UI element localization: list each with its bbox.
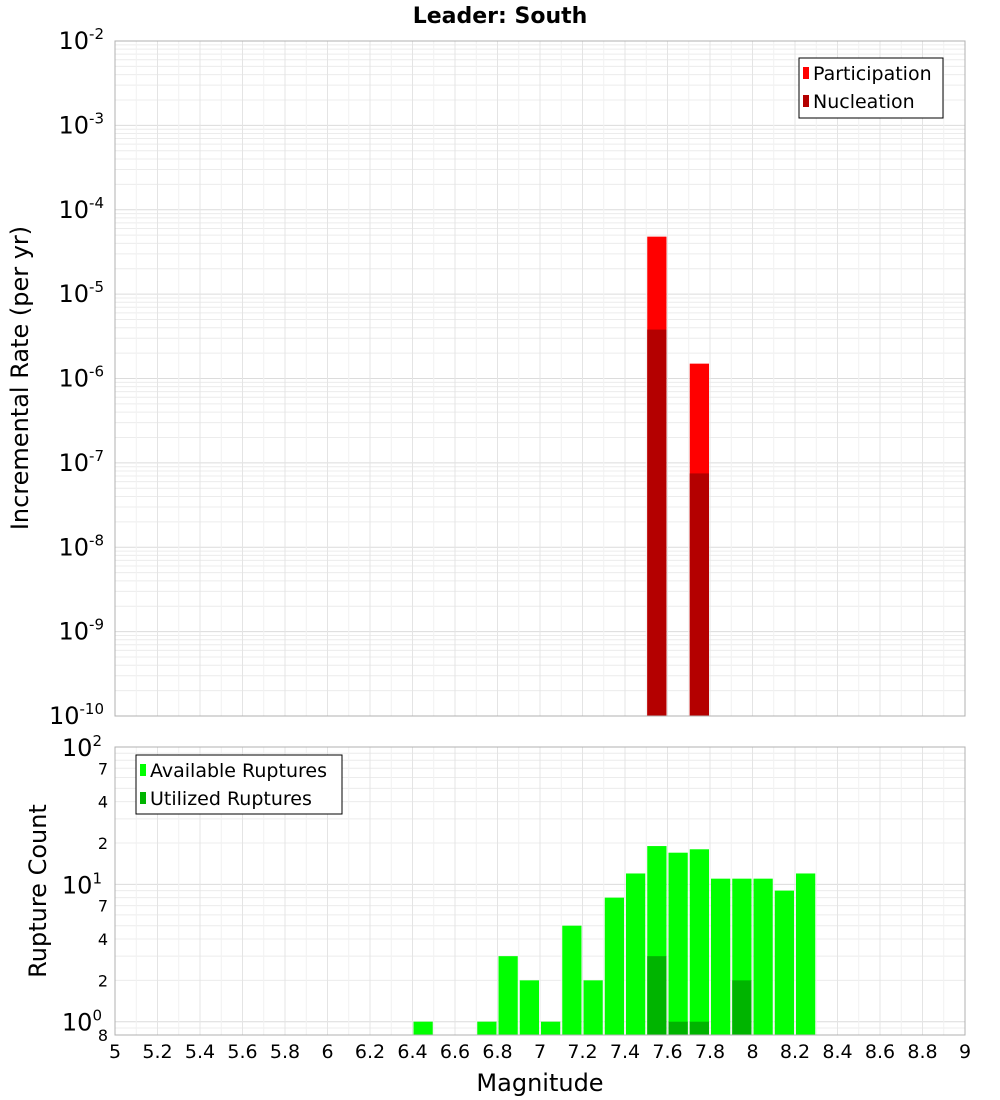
count-y-major-label: 100	[62, 1007, 102, 1037]
magnitude-x-axis-label: Magnitude	[476, 1069, 603, 1097]
magnitude-x-tick-label: 9	[959, 1041, 971, 1063]
magnitude-x-tick-label: 8.4	[822, 1041, 852, 1063]
available-ruptures-bar	[689, 849, 709, 1035]
chart-title: Leader: South	[413, 4, 588, 29]
magnitude-x-tick-label: 8.8	[907, 1041, 937, 1063]
rate-y-tick-label: 10-6	[58, 363, 104, 393]
count-y-minor-label: 2	[98, 971, 108, 990]
rate-legend: Participation Nucleation	[798, 57, 944, 119]
magnitude-x-tick-label: 7.8	[695, 1041, 725, 1063]
available-ruptures-bar	[583, 980, 603, 1035]
magnitude-x-tick-label: 7	[534, 1041, 546, 1063]
available-ruptures-bar	[796, 873, 816, 1035]
magnitude-x-tick-label: 5.6	[227, 1041, 257, 1063]
rate-y-axis-label: Incremental Rate (per yr)	[6, 226, 34, 530]
count-legend: Available Ruptures Utilized Ruptures	[135, 754, 343, 815]
magnitude-x-tick-label: 7.6	[652, 1041, 682, 1063]
nucleation-legend-swatch	[803, 95, 809, 107]
magnitude-x-tick-label: 5.8	[270, 1041, 300, 1063]
count-y-minor-label: 7	[98, 897, 108, 916]
participation-legend-swatch	[803, 67, 809, 79]
rate-y-tick-label: 10-7	[58, 447, 104, 477]
participation-legend-label: Participation	[813, 63, 932, 85]
magnitude-x-tick-label: 8.6	[865, 1041, 895, 1063]
count-bars	[413, 846, 816, 1035]
count-panel: 100 101 102 8 2 4 7 2 4 7 5 5.2 5.4 5.6 5.8 6 6.2 6.4 6.6…	[24, 732, 971, 1097]
available-ruptures-bar	[519, 980, 539, 1035]
available-ruptures-bar	[753, 878, 773, 1035]
magnitude-x-ticks: 5 5.2 5.4 5.6 5.8 6 6.2 6.4 6.6 6.8 7 7.2 7.4 7.6 7.8 8…	[109, 1041, 971, 1063]
magnitude-x-tick-label: 5.2	[142, 1041, 172, 1063]
count-y-minor-label: 4	[98, 793, 108, 812]
rate-y-tick-label: 10-4	[58, 194, 104, 224]
count-y-major-label: 102	[62, 732, 102, 762]
count-y-major-label: 101	[62, 869, 102, 899]
magnitude-x-tick-label: 8.2	[780, 1041, 810, 1063]
available-ruptures-bar	[774, 890, 794, 1035]
available-legend-label: Available Ruptures	[150, 760, 327, 782]
magnitude-x-tick-label: 8	[746, 1041, 758, 1063]
rate-y-tick-label: 10-8	[58, 531, 104, 561]
available-ruptures-bar	[413, 1021, 433, 1035]
nucleation-bar	[647, 329, 667, 716]
magnitude-x-tick-label: 6.2	[355, 1041, 385, 1063]
available-ruptures-bar	[498, 956, 518, 1035]
available-ruptures-bar	[604, 897, 624, 1035]
rate-y-tick-label: 10-5	[58, 278, 104, 308]
rate-legend-box	[798, 57, 944, 119]
count-y-minor-label: 2	[98, 834, 108, 853]
magnitude-x-tick-label: 5	[109, 1041, 121, 1063]
count-y-minor-label: 7	[98, 759, 108, 778]
available-legend-swatch	[140, 764, 146, 776]
magnitude-x-tick-label: 6.8	[482, 1041, 512, 1063]
magnitude-x-tick-label: 5.4	[185, 1041, 215, 1063]
available-ruptures-bar	[477, 1021, 497, 1035]
rate-y-tick-label: 10-9	[58, 616, 104, 646]
count-plot-frame	[114, 746, 966, 1036]
magnitude-x-tick-label: 6	[321, 1041, 333, 1063]
rate-y-tick-label: 10-10	[49, 700, 104, 730]
rate-y-tick-label: 10-3	[58, 109, 104, 139]
available-ruptures-bar	[562, 925, 582, 1035]
available-ruptures-bar	[541, 1021, 561, 1035]
rate-y-tick-label: 10-2	[58, 25, 104, 55]
rate-bars	[647, 236, 709, 716]
utilized-legend-label: Utilized Ruptures	[150, 788, 312, 810]
available-ruptures-bar	[668, 852, 688, 1035]
rate-plot-frame	[114, 40, 966, 717]
rate-grid	[114, 41, 966, 717]
utilized-ruptures-bar	[668, 1021, 688, 1035]
count-y-minor-label: 8	[98, 1026, 108, 1045]
available-ruptures-bar	[626, 873, 646, 1035]
count-y-minor-label: 4	[98, 930, 108, 949]
nucleation-bar	[689, 473, 709, 716]
utilized-legend-swatch	[140, 792, 146, 804]
magnitude-x-tick-label: 7.4	[610, 1041, 640, 1063]
nucleation-legend-label: Nucleation	[813, 91, 915, 113]
magnitude-x-tick-label: 6.6	[440, 1041, 470, 1063]
available-ruptures-bar	[711, 878, 731, 1035]
count-y-axis-label: Rupture Count	[24, 804, 52, 978]
utilized-ruptures-bar	[647, 956, 667, 1035]
rate-panel: 10-10 10-9 10-8 10-7 10-6 10-5 10-4 10-3 10-2 In…	[6, 25, 966, 730]
utilized-ruptures-bar	[732, 980, 752, 1035]
magnitude-x-tick-label: 6.4	[397, 1041, 427, 1063]
count-legend-box	[135, 754, 343, 815]
utilized-ruptures-bar	[689, 1021, 709, 1035]
magnitude-x-tick-label: 7.2	[567, 1041, 597, 1063]
count-y-ticks: 100 101 102 8 2 4 7 2 4 7	[62, 732, 108, 1045]
rate-y-ticks: 10-10 10-9 10-8 10-7 10-6 10-5 10-4 10-3 10-2	[49, 25, 104, 730]
